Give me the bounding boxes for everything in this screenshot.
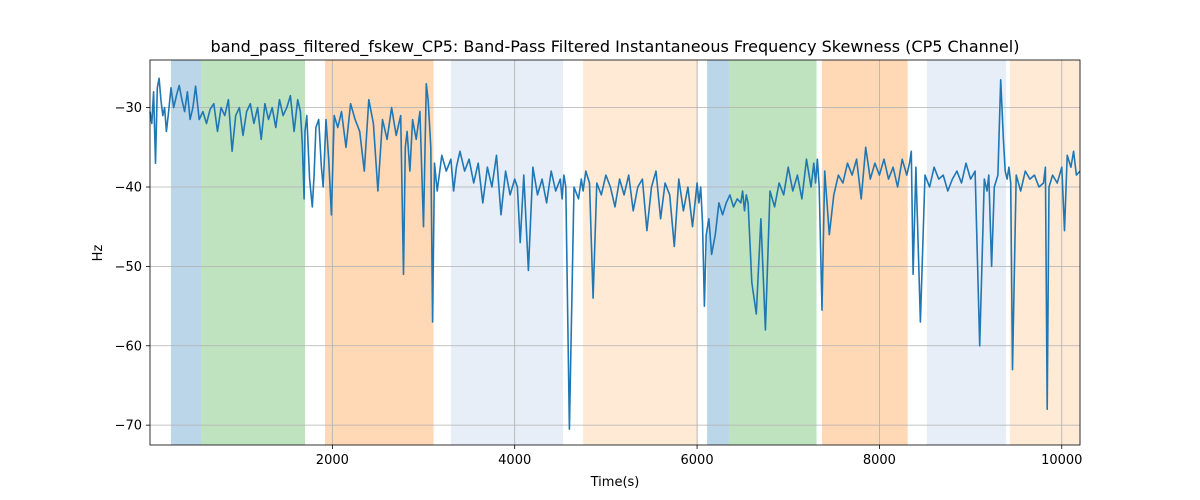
- chart-title: band_pass_filtered_fskew_CP5: Band-Pass …: [211, 37, 1020, 57]
- y-axis-title: Hz: [91, 245, 106, 262]
- band-0: [170, 60, 202, 445]
- x-axis-title: Time(s): [590, 475, 640, 490]
- series-layer: [149, 77, 1081, 430]
- axes: 2000 4000 6000 8000 10000 −30 −40 −50 −60 −70: [115, 59, 1082, 468]
- x-tick-label-1: 4000: [498, 453, 531, 468]
- y-tick-label-3: −60: [115, 339, 142, 354]
- y-tick-label-1: −40: [115, 181, 142, 196]
- x-tick-label-2: 6000: [681, 453, 714, 468]
- y-tick-label-0: −30: [115, 101, 142, 116]
- band-5: [707, 60, 729, 445]
- band-4: [583, 60, 698, 445]
- band-6: [728, 60, 817, 445]
- band-3: [450, 60, 564, 445]
- shaded-bands: [170, 60, 1080, 445]
- x-tick-label-0: 2000: [316, 453, 349, 468]
- band-8: [926, 60, 1007, 445]
- x-tick-label-4: 10000: [1041, 453, 1082, 468]
- plot-frame: [149, 59, 1081, 446]
- y-tick-label-4: −70: [115, 419, 142, 434]
- y-tick-label-2: −50: [115, 260, 142, 275]
- x-tick-label-3: 8000: [863, 453, 896, 468]
- band-2: [325, 60, 434, 445]
- series-line-0: [149, 77, 1081, 430]
- band-7: [821, 60, 908, 445]
- band-9: [1009, 60, 1080, 445]
